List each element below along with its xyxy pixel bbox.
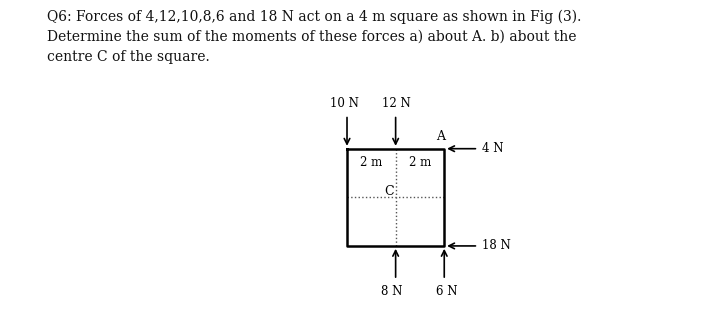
Text: 4 N: 4 N [482,142,503,155]
Text: A: A [436,130,445,143]
Text: 2 m: 2 m [360,155,382,169]
Text: 10 N: 10 N [330,97,359,110]
Text: 2 m: 2 m [409,155,431,169]
Text: Q6: Forces of 4,12,10,8,6 and 18 N act on a 4 m square as shown in Fig (3).
Dete: Q6: Forces of 4,12,10,8,6 and 18 N act o… [47,9,581,64]
Text: 18 N: 18 N [482,240,510,252]
Text: 6 N: 6 N [436,285,457,298]
Text: C: C [384,185,395,198]
Text: 8 N: 8 N [382,285,402,298]
Text: 12 N: 12 N [382,97,411,110]
